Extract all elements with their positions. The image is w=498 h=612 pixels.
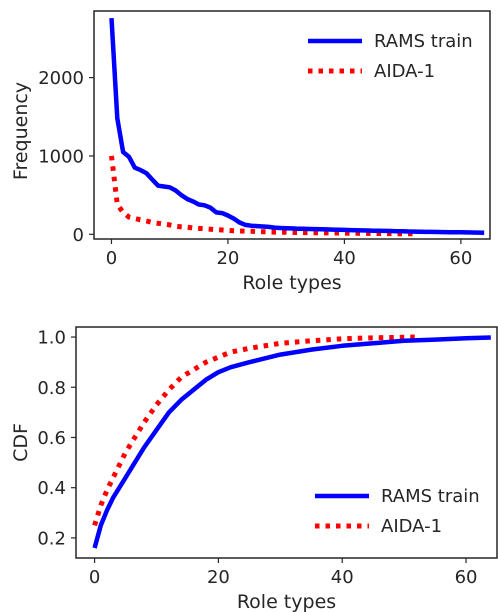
series-line-rams-train (92, 335, 491, 549)
x-tick-label: 40 (331, 567, 354, 588)
x-tick-label: 20 (216, 248, 239, 269)
x-tick-label: 20 (207, 567, 230, 588)
cdf-legend: RAMS train AIDA-1 (315, 486, 480, 537)
y-tick-label: 1000 (38, 146, 84, 167)
frequency-legend: RAMS train AIDA-1 (308, 31, 473, 82)
frequency-chart: 0 20 40 60 0 1000 2000 Role types Frequency RA… (10, 10, 491, 294)
x-tick-label: 0 (89, 567, 100, 588)
frequency-x-axis-label: Role types (242, 272, 341, 294)
y-tick-label: 1.0 (37, 328, 66, 349)
x-tick-label: 40 (333, 248, 356, 269)
y-tick-label: 0.2 (37, 528, 66, 549)
x-tick-label: 60 (455, 567, 478, 588)
cdf-y-axis-label: CDF (10, 423, 32, 462)
legend-label-aida-1: AIDA-1 (374, 61, 435, 82)
y-tick-label: 0.4 (37, 478, 66, 499)
x-tick-label: 60 (449, 248, 472, 269)
y-tick-label: 0.8 (37, 378, 66, 399)
cdf-chart: 0 20 40 60 0.2 0.4 0.6 0.8 1.0 Role types CDF RA… (10, 326, 498, 612)
series-line-aida-1 (92, 334, 417, 527)
legend-label-aida-1: AIDA-1 (381, 516, 442, 537)
series-line-rams-train (109, 17, 485, 235)
legend-label-rams-train: RAMS train (374, 31, 473, 52)
frequency-plot-frame (93, 10, 491, 240)
y-tick-label: 0 (73, 225, 84, 246)
frequency-y-axis-label: Frequency (10, 82, 32, 180)
legend-label-rams-train: RAMS train (381, 486, 480, 507)
x-tick-label: 0 (106, 248, 117, 269)
y-tick-label: 0.6 (37, 428, 66, 449)
series-line-aida-1 (109, 155, 415, 237)
y-tick-label: 2000 (38, 68, 84, 89)
cdf-plot-frame (75, 326, 498, 559)
cdf-x-axis-label: Role types (237, 591, 336, 612)
